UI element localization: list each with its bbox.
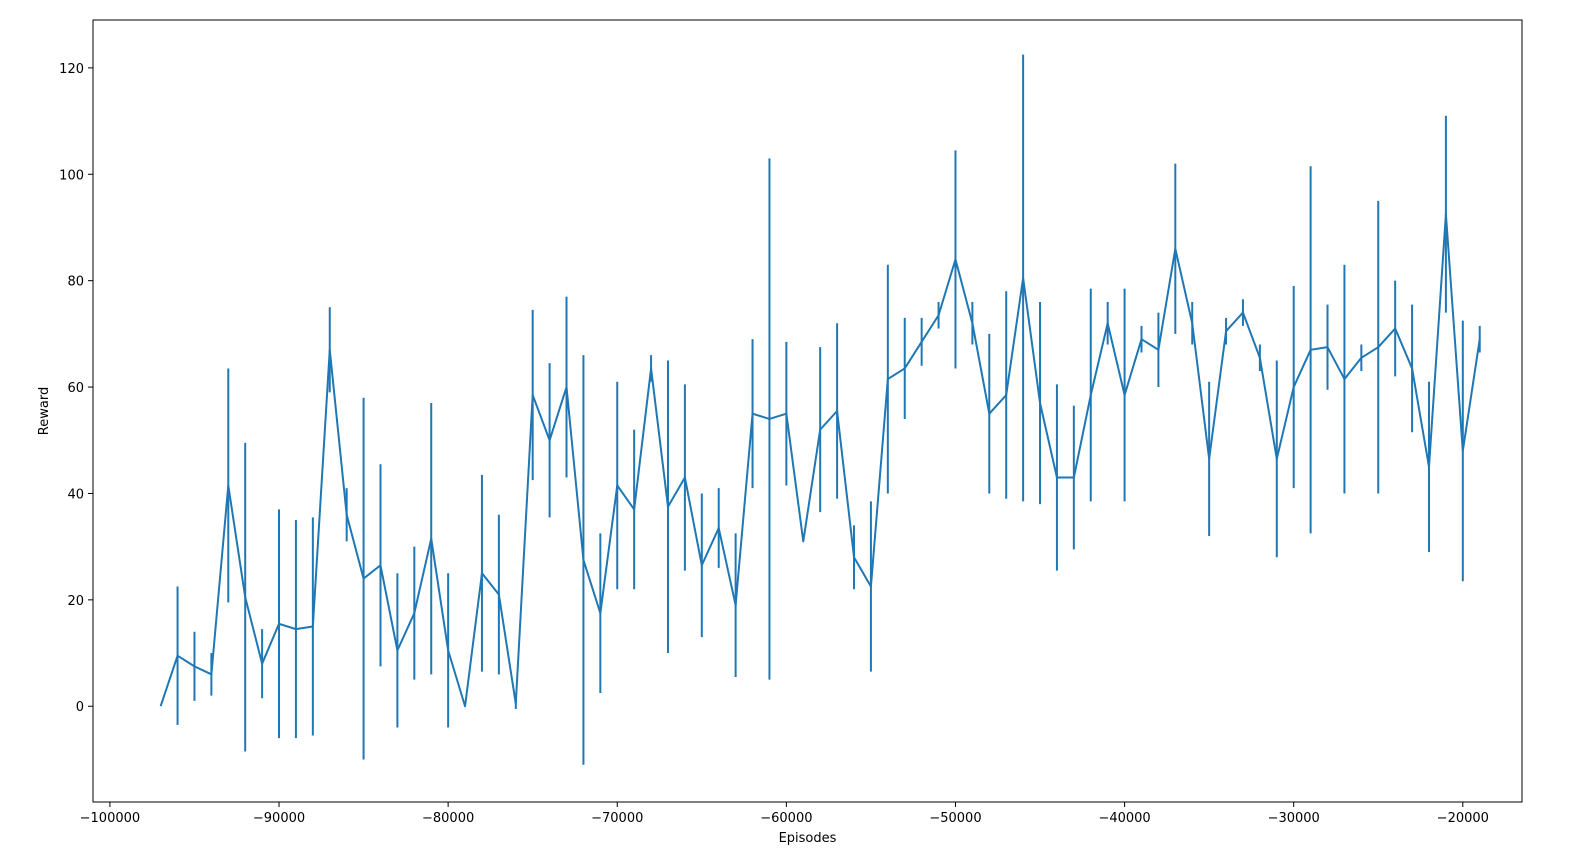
x-tick-label: −20000 <box>1437 811 1489 826</box>
y-tick-label: 60 <box>67 381 84 396</box>
y-axis-ticks: 0 20 40 60 80 100 120 <box>59 62 93 715</box>
plot-frame <box>92 19 1523 803</box>
y-tick-label: 40 <box>67 487 84 502</box>
y-tick-label: 120 <box>59 62 84 77</box>
x-axis-ticks: −100000 −90000 −80000 −70000 −60000 −50000 −40… <box>80 802 1489 826</box>
x-tick-label: −40000 <box>1098 811 1150 826</box>
series-line <box>159 213 1481 708</box>
series-lines <box>159 213 1481 708</box>
y-tick-label: 0 <box>76 700 84 715</box>
x-tick-label: −50000 <box>929 811 981 826</box>
y-tick-label: 80 <box>67 275 84 290</box>
x-tick-label: −70000 <box>591 811 643 826</box>
x-tick-label: −30000 <box>1268 811 1320 826</box>
x-tick-label: −90000 <box>253 811 305 826</box>
y-axis-label: Reward <box>37 387 52 435</box>
y-tick-label: 20 <box>67 594 84 609</box>
x-axis-label: Episodes <box>779 831 837 846</box>
y-tick-label: 100 <box>59 168 84 183</box>
x-tick-label: −80000 <box>422 811 474 826</box>
x-tick-label: −60000 <box>760 811 812 826</box>
x-tick-label: −100000 <box>80 811 141 826</box>
